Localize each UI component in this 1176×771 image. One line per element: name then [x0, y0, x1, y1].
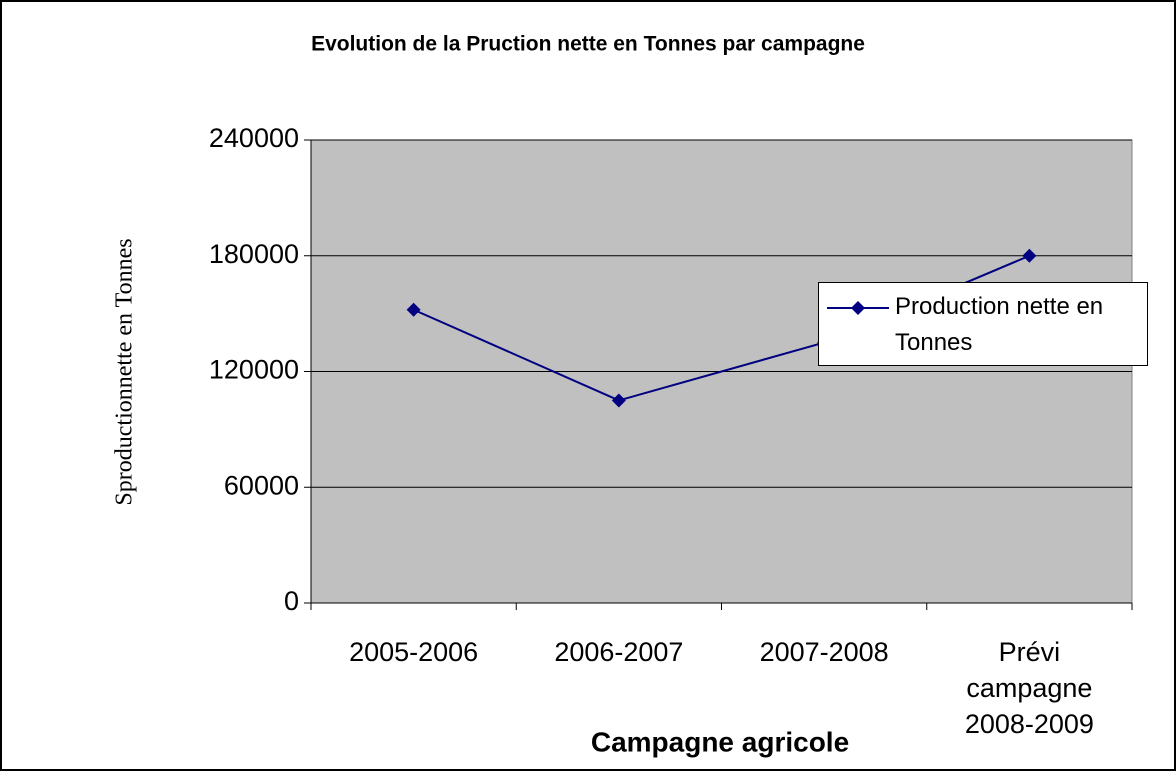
legend-symbol [827, 301, 889, 315]
legend-marker [851, 301, 865, 315]
x-axis-title: Campagne agricole [591, 726, 849, 757]
legend: Production nette en Tonnes [818, 282, 1148, 366]
y-tick-label: 240000 [209, 123, 299, 153]
x-tick-label: 2005-2006 [349, 637, 479, 667]
legend-label: Production nette en Tonnes [895, 293, 1104, 356]
point-marker [406, 302, 421, 317]
x-tick-label: 2007-2008 [759, 637, 889, 667]
x-tick-label: 2006-2007 [554, 637, 684, 667]
y-axis-title: Sproductionnette en Tonnes [112, 238, 138, 505]
point-marker [1022, 248, 1037, 263]
y-tick-label: 180000 [209, 239, 299, 269]
y-tick-label: 120000 [209, 355, 299, 385]
y-tick-label: 60000 [224, 470, 299, 500]
y-tick-label: 0 [284, 586, 299, 616]
x-tick-label: Prévi campagne 2008-2009 [964, 637, 1094, 739]
chart-title: Evolution de la Pruction nette en Tonnes… [311, 33, 865, 56]
point-marker [611, 393, 626, 408]
